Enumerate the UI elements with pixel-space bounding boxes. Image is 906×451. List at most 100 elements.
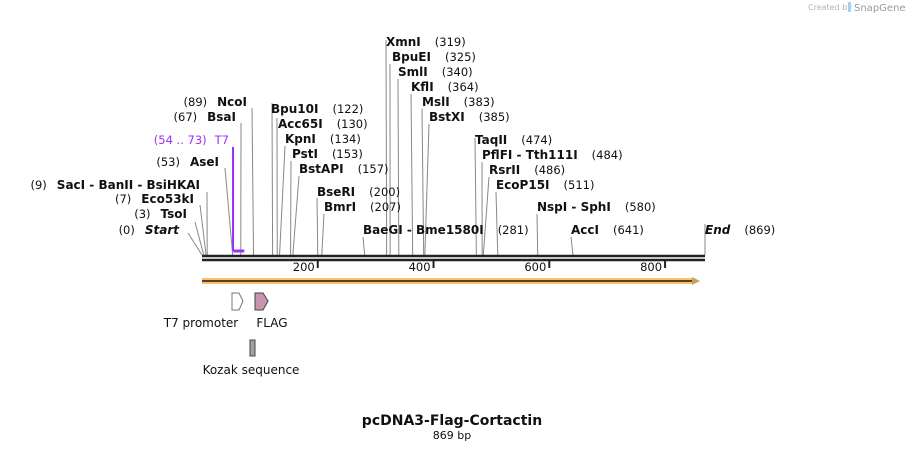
enzyme-position: (134) [330,132,361,146]
enzyme-name: EcoP15I [496,178,550,192]
feature-label: T7 promoter [163,316,239,330]
enzyme-label[interactable]: NspI - SphI (580) [537,200,656,214]
enzyme-name: Eco53kI [141,192,194,206]
enzyme-position: (89) [184,95,208,109]
enzyme-label[interactable]: KpnI (134) [285,132,361,146]
enzyme-label[interactable]: Bpu10I (122) [271,102,363,116]
enzyme-label[interactable]: PflFI - Tth111I (484) [482,148,623,162]
cut-site-line [474,137,477,256]
cut-site-line [362,236,366,256]
enzyme-label[interactable]: BstXI (385) [429,110,510,124]
enzyme-label[interactable]: BpuEI (325) [392,50,476,64]
feature-label: Kozak sequence [203,363,300,377]
enzyme-name: PflFI - Tth111I [482,148,578,162]
orf-arrowhead-icon [692,277,700,285]
enzyme-name: BstAPI [299,162,344,176]
enzyme-position: (319) [435,35,466,49]
enzyme-label[interactable]: (7) Eco53kI [115,192,194,206]
enzyme-position: (580) [625,200,656,214]
enzyme-name: PstI [292,147,318,161]
cut-site-line [424,123,430,256]
credit: Created by SnapGene [808,2,906,14]
enzyme-name: TsoI [161,207,187,221]
enzyme-name: Start [145,223,180,237]
enzyme-label[interactable]: BseRI (200) [317,185,400,199]
enzyme-position: (641) [613,223,644,237]
cut-site-line [385,39,388,256]
snapgene-logo-icon [848,2,851,12]
enzyme-label[interactable]: PstI (153) [292,147,363,161]
enzyme-name: MslI [422,95,450,109]
cut-site-line [279,145,286,256]
enzyme-label[interactable]: (9) SacI - BanII - BsiHKAI [31,178,201,192]
enzyme-label[interactable]: SmlI (340) [398,65,473,79]
enzyme-position: (281) [498,223,529,237]
enzyme-label[interactable]: EcoP15I (511) [496,178,594,192]
enzyme-label[interactable]: (67) BsaI [174,110,236,124]
feature-flag[interactable]: FLAG [254,292,288,330]
cut-site-line [251,107,255,256]
enzyme-position: (200) [369,185,400,199]
tick-label: 800 [640,260,662,274]
enzyme-position: (486) [534,163,565,177]
enzyme-position: (340) [442,65,473,79]
enzyme-name: BseRI [317,185,355,199]
enzyme-position: (7) [115,192,131,206]
enzyme-label[interactable]: AccI (641) [571,223,644,237]
enzyme-position: (869) [744,223,775,237]
enzyme-label[interactable]: Acc65I (130) [278,117,368,131]
backbone [202,254,705,262]
svg-text:(54 .. 73)T7: (54 .. 73) T7 [154,133,229,147]
cut-site-line [292,175,300,256]
enzyme-label[interactable]: (89) NcoI [184,95,247,109]
enzyme-label[interactable]: (3) TsoI [134,207,187,221]
map-title: pcDNA3-Flag-Cortactin [362,413,542,429]
enzyme-position: (67) [174,110,198,124]
enzyme-position: (130) [337,117,368,131]
enzyme-name: RsrII [489,163,520,177]
enzyme-label[interactable]: End (869) [705,223,775,237]
flag-arrow-icon [254,292,269,311]
enzyme-position: (122) [332,102,363,116]
primer-t7[interactable]: (54 .. 73) T7 [154,133,245,253]
enzyme-name: KpnI [285,132,316,146]
cut-site-line [570,236,574,256]
enzyme-labels: (89) NcoI (67) BsaI (53) AseI (9) SacI - BanII … [31,35,776,237]
enzyme-position: (207) [370,200,401,214]
feature-kozak[interactable]: Kozak sequence [203,339,300,377]
enzyme-label[interactable]: (0) Start [119,223,181,237]
orf-arrow[interactable] [202,277,700,285]
enzyme-position: (9) [31,178,47,192]
map-length: 869 bp [433,429,471,442]
enzyme-label[interactable]: TaqII (474) [475,133,552,147]
feature-t7-promoter[interactable]: T7 promoter [163,292,244,330]
enzyme-name: NspI - SphI [537,200,611,214]
enzyme-name: SmlI [398,65,428,79]
tick-label: 600 [524,260,546,274]
credit-text: Created by [808,3,852,12]
primer-range: (54 .. 73) [154,133,207,147]
enzyme-label[interactable]: BstAPI (157) [299,162,389,176]
cut-site-line [194,221,205,256]
cut-site-line [536,213,539,256]
cut-site-line [410,93,414,256]
cut-site-line [421,108,425,256]
enzyme-label[interactable]: RsrII (486) [489,163,565,177]
enzyme-position: (484) [592,148,623,162]
enzyme-label[interactable]: XmnI (319) [386,35,466,49]
feature-label: FLAG [256,316,287,330]
enzyme-label[interactable]: (53) AseI [156,155,219,169]
cut-site-line [495,191,499,256]
cut-site-line [397,78,400,256]
enzyme-label[interactable]: KflI (364) [411,80,479,94]
cut-site-line [321,213,325,256]
enzyme-label[interactable]: BmrI (207) [324,200,401,214]
enzyme-label[interactable]: MslI (383) [422,95,495,109]
cut-site-line [199,204,207,256]
enzyme-name: Acc65I [278,117,323,131]
enzyme-name: AccI [571,223,599,237]
enzyme-label[interactable]: BaeGI - Bme1580I (281) [363,223,529,237]
enzyme-name: BsaI [207,110,236,124]
ruler: 200 400 600 800 [293,260,667,274]
tick-label: 400 [409,260,431,274]
